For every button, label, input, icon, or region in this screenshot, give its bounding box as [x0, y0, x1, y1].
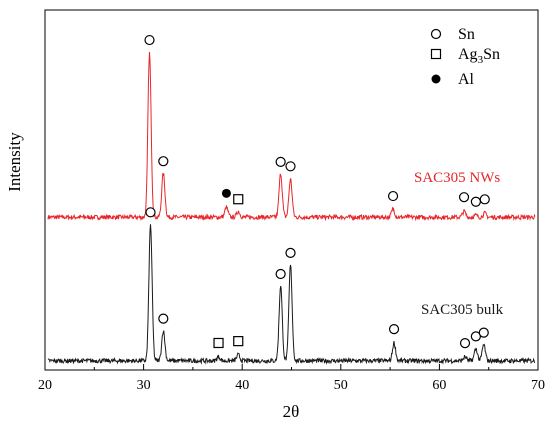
sn-peak-marker — [470, 196, 481, 207]
series-label-nws: SAC305 NWs — [414, 170, 500, 186]
sn-peak-marker — [285, 247, 296, 259]
legend-al-marker — [431, 74, 441, 84]
y-axis-title: Intensity — [5, 132, 24, 192]
x-tick-label: 70 — [531, 378, 545, 393]
al-peak-marker — [221, 188, 231, 198]
sn-peak-marker — [459, 337, 471, 349]
legend-ag3sn-label-main: Ag — [458, 46, 478, 63]
legend-ag3sn-label-sub: 3 — [478, 54, 484, 66]
sn-peak-marker — [158, 313, 169, 324]
sn-peak-marker — [478, 327, 489, 338]
legend-ag3sn-label: Ag3Sn — [458, 46, 500, 66]
legend-sn-marker — [430, 28, 442, 40]
series-label-bulk: SAC305 bulk — [421, 302, 504, 318]
sn-peak-marker — [275, 268, 286, 280]
series-line-bulk — [47, 224, 536, 365]
sn-peak-marker — [144, 34, 155, 46]
ag3sn-peak-marker — [233, 336, 244, 347]
legend-ag3sn-label-suffix: Sn — [483, 46, 500, 63]
sn-peak-marker — [387, 190, 399, 202]
sn-peak-marker — [285, 161, 296, 172]
ag3sn-peak-marker — [233, 194, 244, 205]
x-tick-label: 60 — [432, 378, 446, 393]
sn-peak-marker — [458, 192, 470, 203]
legend-sn-label: Sn — [458, 26, 475, 43]
series-line-nws — [47, 51, 536, 222]
tick-layer: 20 30 40 50 60 70 — [38, 364, 545, 393]
x-axis-title: 2θ — [283, 402, 300, 421]
sn-peak-marker — [158, 156, 169, 167]
sn-peak-marker — [275, 156, 286, 167]
legend-ag3sn-marker — [430, 48, 442, 60]
sn-peak-marker — [479, 194, 490, 205]
legend-al-label: Al — [458, 71, 475, 88]
x-tick-label: 30 — [137, 378, 151, 393]
x-tick-label: 50 — [334, 378, 348, 393]
sn-peak-marker — [145, 207, 156, 218]
x-tick-label: 20 — [38, 378, 52, 393]
legend: Sn Ag3Sn Al — [430, 26, 500, 88]
sn-peak-marker — [388, 324, 400, 335]
ag3sn-peak-marker — [213, 337, 224, 349]
series-layer — [47, 51, 536, 365]
x-tick-label: 40 — [235, 378, 249, 393]
peak-marker-layer — [144, 34, 490, 349]
